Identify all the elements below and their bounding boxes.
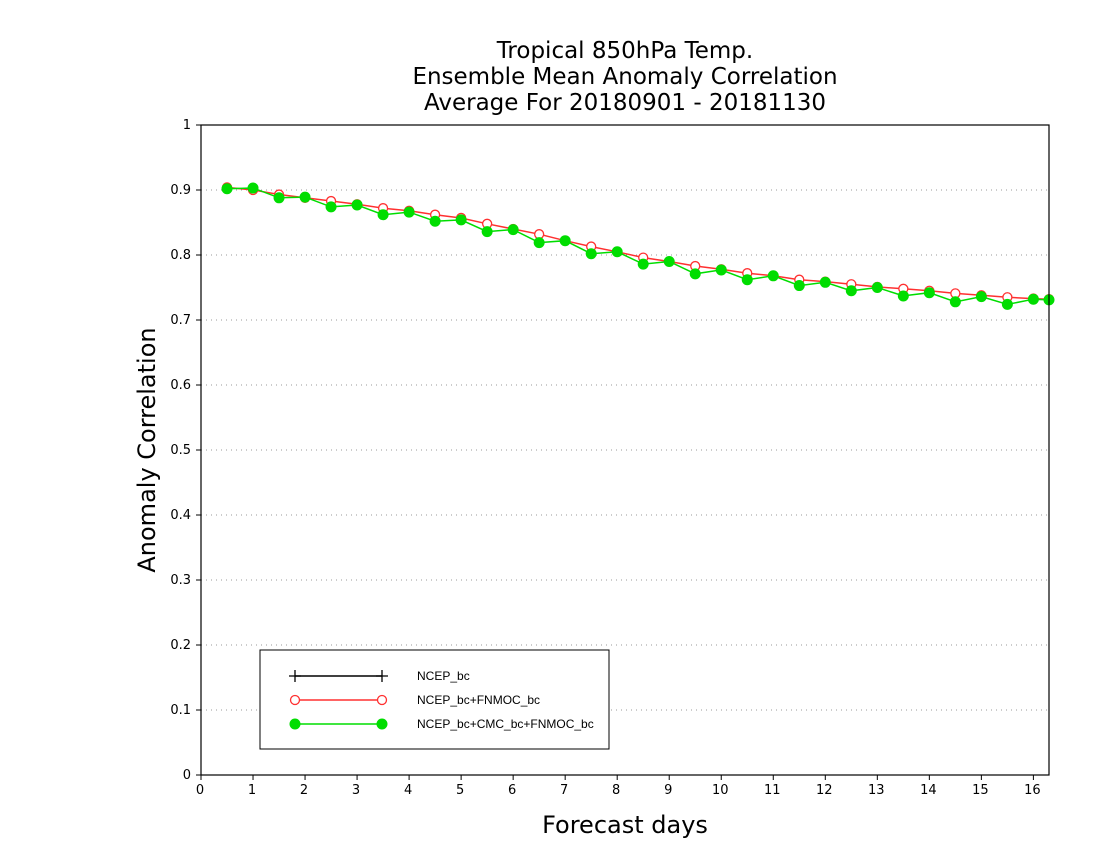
x-tick-label: 0: [196, 783, 204, 798]
legend-label: NCEP_bc+CMC_bc+FNMOC_bc: [417, 717, 594, 731]
data-point: [221, 183, 233, 195]
x-tick-label: 16: [1024, 783, 1041, 798]
data-point: [377, 209, 389, 221]
data-point: [289, 670, 301, 682]
data-point: [455, 214, 467, 226]
data-point: [289, 694, 301, 706]
data-point: [819, 276, 831, 288]
data-point: [871, 282, 883, 293]
y-tick-label: 0.2: [170, 638, 191, 653]
y-tick-label: 0.6: [170, 378, 191, 393]
data-point: [741, 274, 753, 286]
data-point: [637, 258, 649, 270]
legend-entries: NCEP_bc NCEP_bc+FNMOC_bc NCEP_bc+CMC_bc+FN…: [289, 669, 594, 731]
y-tick-label: 0.7: [170, 313, 191, 328]
x-tick-label: 3: [352, 783, 360, 798]
y-tick-label: 0.4: [170, 508, 191, 523]
x-tick-label: 4: [404, 783, 412, 798]
x-tick-label: 2: [300, 783, 308, 798]
data-point: [793, 280, 805, 292]
data-point: [897, 290, 909, 302]
legend-label: NCEP_bc: [417, 669, 470, 683]
data-point: [247, 182, 259, 194]
x-tick-label: 6: [508, 783, 516, 798]
x-tick-label: 10: [712, 783, 729, 798]
data-point: [1027, 293, 1039, 305]
series-ncep-bc-fnmoc-bc: [221, 182, 1055, 305]
y-tick-label: 0.5: [170, 443, 191, 458]
data-point: [507, 224, 519, 236]
data-point: [585, 248, 597, 260]
y-tick-label: 1: [183, 118, 191, 133]
data-point: [1001, 298, 1013, 310]
legend-item: NCEP_bc+CMC_bc+FNMOC_bc: [289, 717, 594, 731]
series-ncep-bc-cmc-bc-fnmoc-bc: [221, 182, 1055, 310]
x-tick-label: 13: [868, 783, 885, 798]
data-point: [299, 191, 311, 203]
data-point: [559, 235, 571, 247]
data-point: [376, 670, 388, 682]
chart-title-line-3: Average For 20180901 - 20181130: [424, 90, 826, 116]
x-tick-label: 5: [456, 783, 464, 798]
y-tick-label: 0.1: [170, 703, 191, 718]
series-line: [226, 187, 1050, 306]
data-point: [767, 270, 779, 282]
data-point: [325, 201, 337, 213]
chart-title-line-2: Ensemble Mean Anomaly Correlation: [412, 64, 837, 90]
grid: [201, 189, 1049, 711]
data-point: [289, 718, 301, 730]
x-tick-label: 12: [816, 783, 833, 798]
data-point: [481, 226, 493, 238]
x-tick-label: 11: [764, 783, 781, 798]
x-tick-label: 7: [560, 783, 568, 798]
data-point: [689, 268, 701, 280]
legend-item: NCEP_bc+FNMOC_bc: [289, 693, 540, 707]
x-tick-label: 1: [248, 783, 256, 798]
data-point: [611, 246, 623, 258]
data-point: [949, 296, 961, 308]
y-tick-label: 0: [183, 768, 191, 783]
data-point: [376, 718, 388, 730]
chart-title-line-1: Tropical 850hPa Temp.: [496, 38, 753, 64]
series-line: [226, 186, 1050, 300]
data-point: [975, 291, 987, 303]
data-point: [429, 215, 441, 227]
legend: NCEP_bc NCEP_bc+FNMOC_bc NCEP_bc+CMC_bc+FN…: [259, 649, 610, 750]
legend-item: NCEP_bc: [289, 669, 470, 683]
data-point: [923, 287, 935, 299]
y-tick-label: 0.3: [170, 573, 191, 588]
legend-label: NCEP_bc+FNMOC_bc: [417, 693, 540, 707]
x-tick-label: 15: [972, 783, 989, 798]
y-tick-label: 0.8: [170, 248, 191, 263]
data-point: [715, 264, 727, 276]
data-point: [533, 237, 545, 249]
y-axis-title: Anomaly Correlation: [133, 327, 161, 572]
x-tick-label: 8: [612, 783, 620, 798]
data-point: [351, 199, 363, 211]
x-tick-label: 9: [664, 783, 672, 798]
data-point: [845, 285, 857, 297]
axis-ticks: 00.10.20.30.40.50.60.70.80.910 1 2 3 4 5 6 7 8 9 1…: [170, 118, 1040, 798]
data-point: [273, 192, 285, 204]
chart-title: Tropical 850hPa Temp. Ensemble Mean Anom…: [412, 38, 837, 116]
data-point: [403, 206, 415, 218]
x-axis-title: Forecast days: [542, 811, 708, 839]
plot-series: [221, 182, 1055, 310]
data-point: [376, 694, 388, 706]
x-tick-label: 14: [920, 783, 937, 798]
y-tick-label: 0.9: [170, 183, 191, 198]
data-point: [663, 256, 675, 267]
